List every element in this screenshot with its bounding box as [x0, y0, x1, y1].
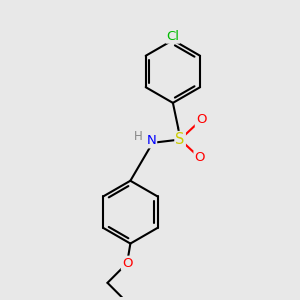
- Text: S: S: [176, 132, 185, 147]
- Text: H: H: [134, 130, 142, 143]
- Text: Cl: Cl: [167, 30, 179, 43]
- Text: N: N: [146, 134, 156, 147]
- Text: O: O: [196, 113, 206, 126]
- Text: O: O: [122, 257, 132, 270]
- Text: O: O: [194, 152, 205, 164]
